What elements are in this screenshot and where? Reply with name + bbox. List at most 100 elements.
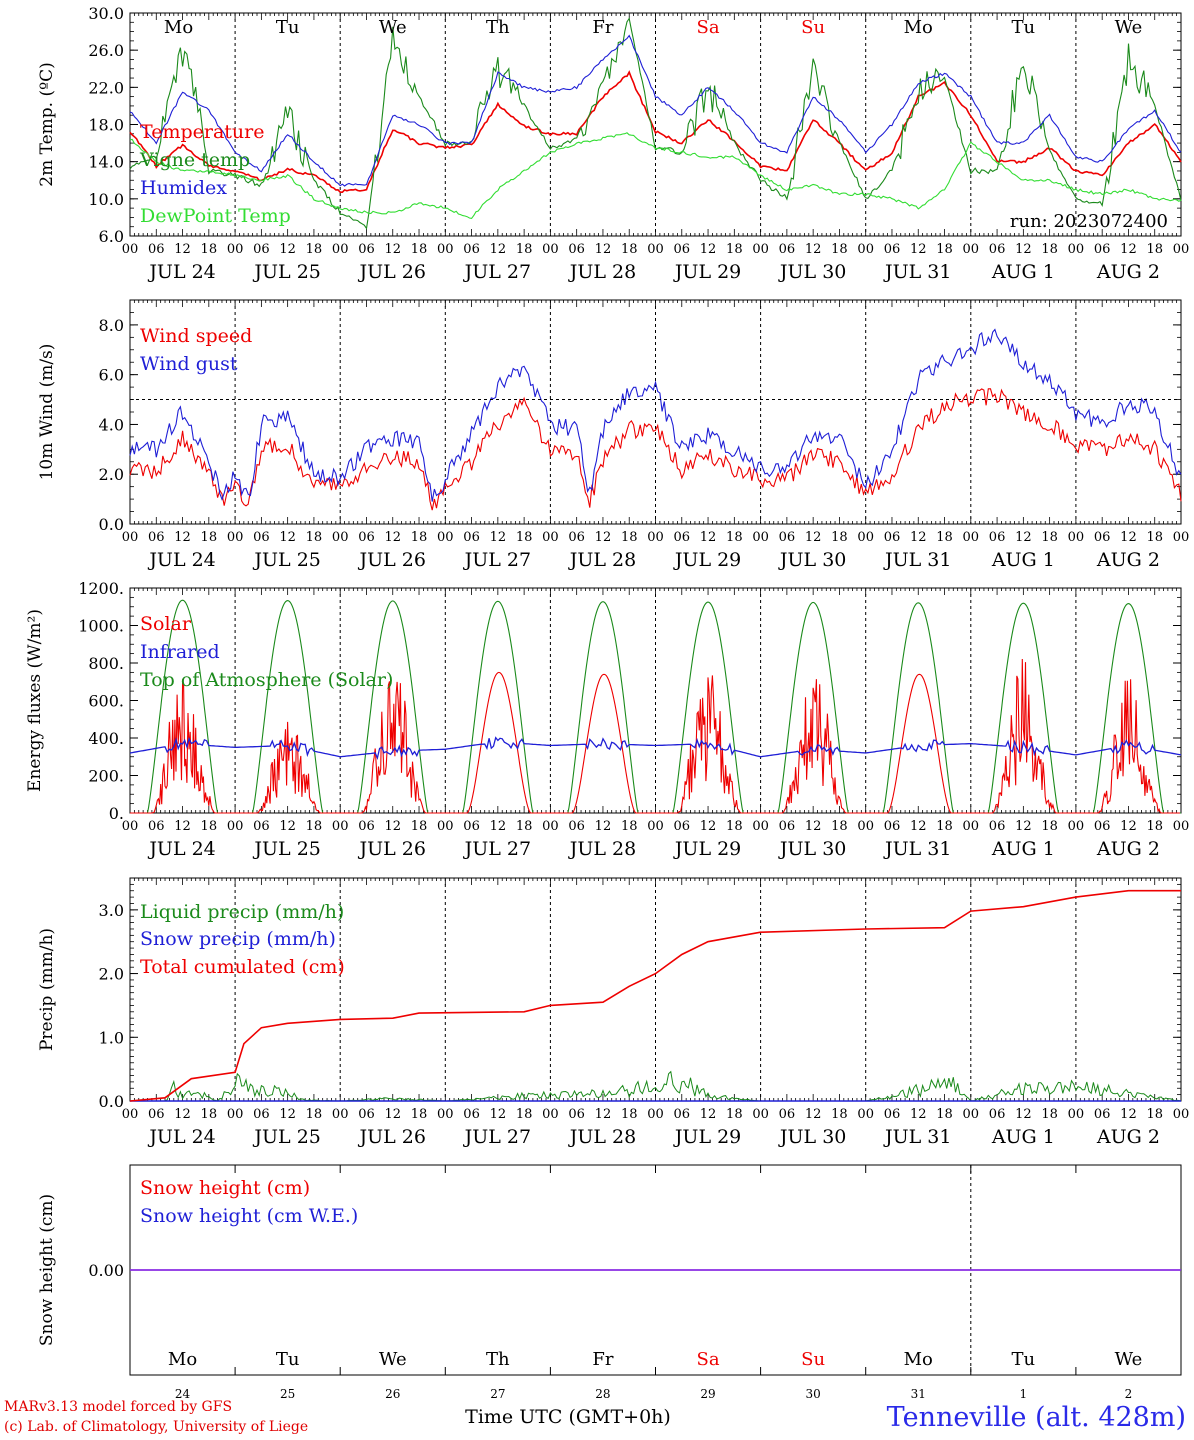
hour-tick-label: 12 xyxy=(805,819,822,834)
hour-tick-label: 00 xyxy=(963,1107,980,1122)
date-label: JUL 24 xyxy=(147,549,215,571)
hour-tick-label: 00 xyxy=(227,1107,244,1122)
hour-tick-label: 18 xyxy=(411,530,428,545)
hour-tick-label: 12 xyxy=(805,1107,822,1122)
hour-tick-label: 06 xyxy=(1094,530,1111,545)
hour-tick-label: 12 xyxy=(490,1107,507,1122)
date-label: JUL 25 xyxy=(252,549,320,571)
legend-entry: Top of Atmosphere (Solar) xyxy=(140,669,393,691)
y-axis-title: Snow height (cm) xyxy=(37,1194,57,1346)
plot-frame xyxy=(129,12,1182,237)
hour-tick-label: 18 xyxy=(726,530,743,545)
hour-tick-label: 12 xyxy=(595,1107,612,1122)
weekday-label: Mo xyxy=(168,1349,197,1370)
date-label: JUL 30 xyxy=(778,549,846,571)
panel-2: 0.0 2.0 4.0 6.0 8.0 10m Wind (m/s) 00 06 12 18 JUL… xyxy=(37,299,1189,571)
hour-tick-label: 06 xyxy=(568,1107,585,1122)
y-tick-label: 2.0 xyxy=(99,965,124,984)
legend-entry: Snow height (cm) xyxy=(140,1177,310,1199)
date-label: JUL 26 xyxy=(358,838,426,860)
hour-tick-label: 00 xyxy=(752,1107,769,1122)
station-name: Tenneville (alt. 428m) xyxy=(886,1402,1186,1433)
weekday-label: Sa xyxy=(697,17,720,38)
hour-tick-label: 06 xyxy=(358,242,375,257)
hour-tick-label: 06 xyxy=(989,242,1006,257)
hour-tick-label: 06 xyxy=(779,530,796,545)
y-tick-label: 4.0 xyxy=(99,415,124,434)
date-label: JUL 27 xyxy=(463,1126,531,1148)
hour-tick-label: 18 xyxy=(516,819,533,834)
hour-tick-label: 18 xyxy=(831,530,848,545)
hour-tick-label: 18 xyxy=(201,819,218,834)
hour-tick-label: 18 xyxy=(726,242,743,257)
hour-tick-label: 00 xyxy=(332,530,349,545)
date-label: JUL 24 xyxy=(147,838,215,860)
lab-credit-line: (c) Lab. of Climatology, University of L… xyxy=(4,1419,309,1435)
weekday-label: Th xyxy=(486,17,510,38)
plot-area xyxy=(129,599,1182,814)
weekday-label: Tu xyxy=(276,17,300,38)
hour-tick-label: 00 xyxy=(647,819,664,834)
hour-tick-label: 00 xyxy=(857,1107,874,1122)
hour-tick-label: 00 xyxy=(122,530,139,545)
hour-tick-label: 12 xyxy=(700,819,717,834)
date-label: JUL 28 xyxy=(568,261,636,283)
hour-tick-label: 00 xyxy=(332,1107,349,1122)
hour-tick-label: 00 xyxy=(437,1107,454,1122)
date-label: JUL 25 xyxy=(252,838,320,860)
series-line-humidex xyxy=(129,34,1182,187)
weekday-label: We xyxy=(1115,17,1143,38)
y-axis-title: Energy fluxes (W/m²) xyxy=(25,609,45,792)
hour-tick-label: 06 xyxy=(463,819,480,834)
date-label: JUL 31 xyxy=(883,549,951,571)
y-tick-label: 6.0 xyxy=(99,227,124,246)
hour-tick-label: 00 xyxy=(963,530,980,545)
y-tick-label: 6.0 xyxy=(99,366,124,385)
y-tick-label: 3.0 xyxy=(99,901,124,920)
date-label: AUG 2 xyxy=(1096,1126,1160,1148)
hour-tick-label: 00 xyxy=(1173,819,1190,834)
y-tick-label: 1200. xyxy=(78,579,124,598)
hour-tick-label: 06 xyxy=(253,1107,270,1122)
hour-tick-label: 18 xyxy=(621,1107,638,1122)
hour-tick-label: 18 xyxy=(201,242,218,257)
hour-tick-label: 18 xyxy=(1146,819,1163,834)
series-line-total-cumulated xyxy=(129,889,1181,1102)
date-label: JUL 24 xyxy=(147,1126,215,1148)
hour-tick-label: 00 xyxy=(647,530,664,545)
y-tick-label: 18.0 xyxy=(88,116,124,135)
hour-tick-label: 06 xyxy=(884,242,901,257)
hour-tick-label: 00 xyxy=(1068,242,1085,257)
weekday-label: Tu xyxy=(1012,17,1036,38)
date-label: JUL 26 xyxy=(358,261,426,283)
hour-tick-label: 06 xyxy=(674,1107,691,1122)
date-label: AUG 2 xyxy=(1096,549,1160,571)
legend-entry: Solar xyxy=(140,613,192,635)
hour-tick-label: 00 xyxy=(1068,1107,1085,1122)
hour-tick-label: 12 xyxy=(279,242,296,257)
y-tick-label: 1.0 xyxy=(99,1028,124,1047)
hour-tick-label: 18 xyxy=(936,242,953,257)
hour-tick-label: 00 xyxy=(227,530,244,545)
hour-tick-label: 18 xyxy=(411,819,428,834)
legend-entry: Wind speed xyxy=(140,325,252,347)
hour-tick-label: 12 xyxy=(1015,530,1032,545)
legend-entry: Humidex xyxy=(140,177,227,199)
hour-tick-label: 06 xyxy=(568,530,585,545)
date-label: JUL 29 xyxy=(673,261,741,283)
panel-4: 0.0 1.0 2.0 3.0 Precip (mm/h) 00 06 12 18 JUL 24 0… xyxy=(37,877,1189,1148)
legend-entry: Temperature xyxy=(140,121,264,143)
day-number-label: 30 xyxy=(806,1387,821,1401)
panel-5: 0.00 Snow height (cm) Mo 24 Tu 25 We 26 Th 27 Fr 28… xyxy=(37,1164,1182,1428)
hour-tick-label: 18 xyxy=(306,1107,323,1122)
hour-tick-label: 06 xyxy=(568,819,585,834)
hour-tick-label: 06 xyxy=(358,530,375,545)
y-tick-label: 8.0 xyxy=(99,316,124,335)
hour-tick-label: 18 xyxy=(621,242,638,257)
hour-tick-label: 12 xyxy=(279,819,296,834)
hour-tick-label: 12 xyxy=(1015,1107,1032,1122)
hour-tick-label: 06 xyxy=(1094,242,1111,257)
hour-tick-label: 06 xyxy=(989,819,1006,834)
hour-tick-label: 00 xyxy=(1068,819,1085,834)
hour-tick-label: 12 xyxy=(1120,530,1137,545)
